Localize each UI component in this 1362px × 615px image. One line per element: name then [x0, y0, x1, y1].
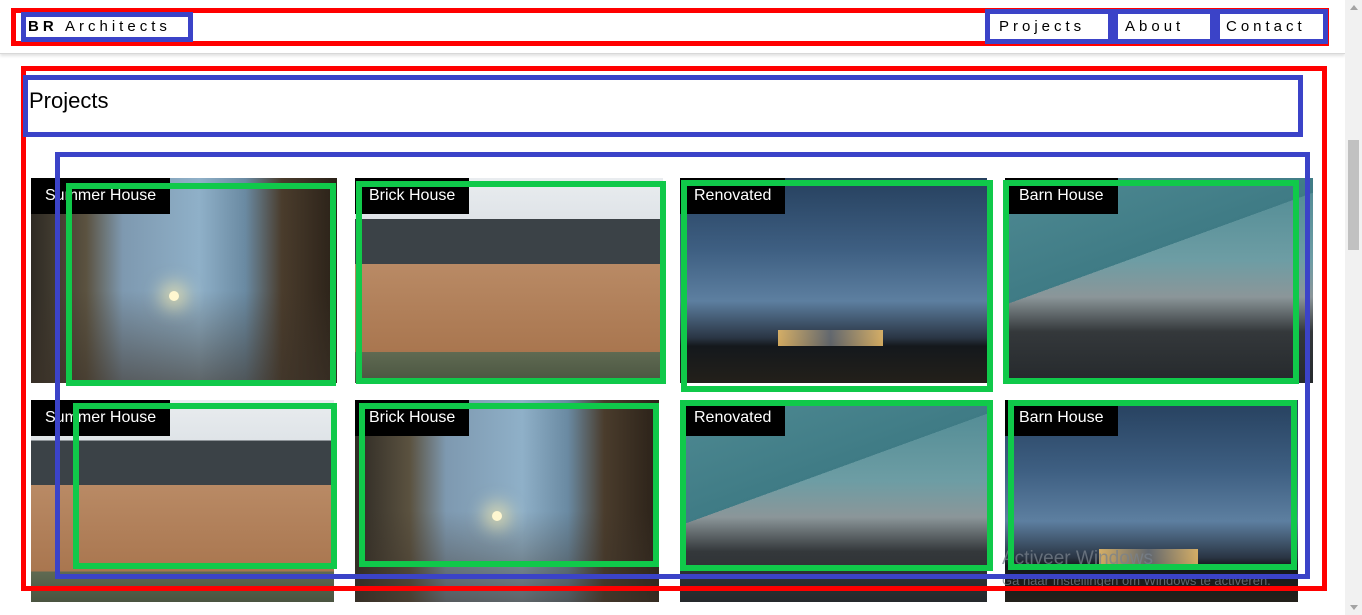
project-label: Barn House [1005, 178, 1118, 214]
brand-initials: BR [28, 18, 58, 35]
page-title: Projects [29, 88, 109, 113]
project-card-renovated[interactable]: Renovated [680, 178, 987, 383]
project-label: Renovated [680, 400, 786, 436]
project-label: Summer House [31, 400, 171, 436]
scroll-up-arrow-icon[interactable] [1350, 5, 1358, 10]
project-card-brick-house[interactable]: Brick House [355, 400, 659, 602]
project-label: Brick House [355, 178, 470, 214]
brand-name: Architects [57, 18, 171, 35]
project-label: Barn House [1005, 400, 1118, 436]
project-label: Summer House [31, 178, 171, 214]
windows-watermark-subtitle: Ga naar Instellingen om Windows te activ… [1002, 573, 1271, 588]
project-label: Renovated [680, 178, 786, 214]
project-card-summer-house[interactable]: Summer House [31, 178, 337, 383]
project-card-brick-house[interactable]: Brick House [355, 178, 663, 383]
nav-link-about[interactable]: About [1121, 18, 1189, 35]
vertical-scrollbar[interactable] [1345, 0, 1362, 615]
project-card-summer-house[interactable]: Summer House [31, 400, 334, 602]
navbar: BR Architects Projects About Contact [0, 0, 1345, 54]
nav-link-projects[interactable]: Projects [995, 18, 1090, 35]
project-label: Brick House [355, 400, 470, 436]
brand-logo[interactable]: BR Architects [28, 18, 171, 35]
scrollbar-thumb[interactable] [1348, 140, 1359, 250]
project-card-barn-house[interactable]: Barn House [1005, 400, 1298, 602]
project-card-renovated[interactable]: Renovated [680, 400, 987, 602]
project-card-barn-house[interactable]: Barn House [1005, 178, 1313, 383]
scroll-down-arrow-icon[interactable] [1350, 605, 1358, 610]
annotation-box-title [23, 75, 1303, 137]
nav-link-contact[interactable]: Contact [1222, 18, 1310, 35]
windows-watermark-title: Activeer Windows [1002, 548, 1153, 569]
